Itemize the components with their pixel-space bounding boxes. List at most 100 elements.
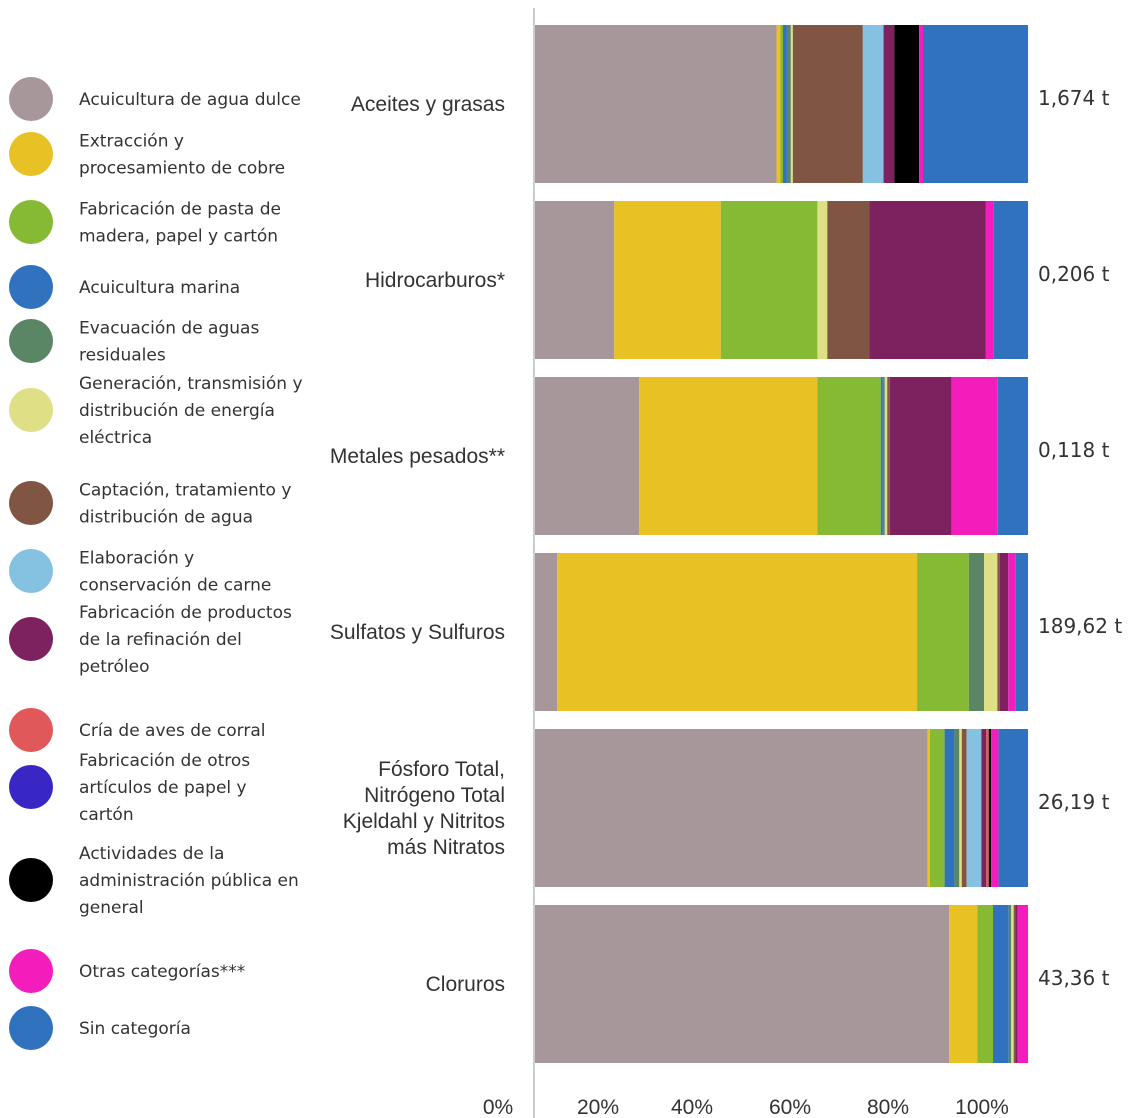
legend-item-acuicultura-marina: Acuicultura marina [9, 265, 240, 309]
x-tick-label: 40% [671, 1096, 713, 1118]
bar-segment-metales-pesados-acuicultura-de-agua-dulce [535, 377, 640, 535]
bar-segment-metales-pesados-captacion-tratamiento-y-distribucion-de-agua [887, 377, 890, 535]
bar-segment-sulfatos-y-sulfuros-sin-categoria [1015, 553, 1028, 711]
category-label: Cloruros [426, 973, 505, 996]
bar-segment-sulfatos-y-sulfuros-fabricacion-de-pasta-de-madera-papel-y-carton [917, 553, 969, 711]
legend-label: Generación, transmisión y distribución de… [79, 374, 303, 448]
bar-segment-hidrocarburos-fabricacion-de-productos-de-la-refinacion-del-petroleo [869, 201, 986, 359]
bar-segment-metales-pesados-acuicultura-marina [880, 377, 883, 535]
bar-segment-sulfatos-y-sulfuros-otras-categorias [1008, 553, 1016, 711]
bar-segment-sulfatos-y-sulfuros-evacuacion-de-aguas-residuales [968, 553, 985, 711]
bar-segment-sulfatos-y-sulfuros-captacion-tratamiento-y-distribucion-de-agua [997, 553, 1000, 711]
bar-segment-metales-pesados-fabricacion-de-productos-de-la-refinacion-del-petroleo [889, 377, 952, 535]
bar-segment-metales-pesados-fabricacion-de-pasta-de-madera-papel-y-carton [817, 377, 881, 535]
bar-segment-cloruros-captacion-tratamiento-y-distribucion-de-agua [1013, 905, 1016, 1063]
x-tick-label: 60% [769, 1096, 811, 1118]
legend-item-acuicultura-de-agua-dulce: Acuicultura de agua dulce [9, 77, 301, 121]
legend-item-extraccion-y-procesamiento-de-cobre: Extracción y procesamiento de cobre [9, 132, 285, 179]
legend-item-sin-categoria: Sin categoría [9, 1006, 191, 1050]
bar-segment-fosforo-total-nitrogeno-total-kjeldahl-y-nitritos-mas-nitratos-evacuacion-de-aguas-residuales [954, 729, 960, 887]
bar-segment-cloruros-fabricacion-de-pasta-de-madera-papel-y-carton [977, 905, 993, 1063]
legend-swatch [9, 481, 53, 525]
bar-segment-cloruros-fabricacion-de-productos-de-la-refinacion-del-petroleo [1015, 905, 1018, 1063]
legend-label: Sin categoría [79, 1019, 191, 1039]
bar-segment-sulfatos-y-sulfuros-generacion-transmision-y-distribucion-de-energia-electrica [984, 553, 998, 711]
legend-swatch [9, 858, 53, 902]
legend-label: Cría de aves de corral [79, 721, 265, 741]
category-label: Hidrocarburos* [365, 269, 505, 292]
legend-label: Fabricación de productos de la refinación… [79, 603, 292, 677]
bar-segment-fosforo-total-nitrogeno-total-kjeldahl-y-nitritos-mas-nitratos-acuicultura-marina [944, 729, 955, 887]
bar-segment-aceites-y-grasas-otras-categorias [919, 25, 923, 183]
bar-segment-fosforo-total-nitrogeno-total-kjeldahl-y-nitritos-mas-nitratos-extraccion-y-procesamiento-de-cobre [927, 729, 930, 887]
legend-swatch [9, 319, 53, 363]
legend-item-captacion-tratamiento-y-distribucion-de-agua: Captación, tratamiento y distribución de … [9, 481, 291, 528]
bar-segment-hidrocarburos-extraccion-y-procesamiento-de-cobre [614, 201, 721, 359]
total-label: 0,118 t [1038, 438, 1110, 462]
bars [535, 25, 1028, 1063]
bar-segment-fosforo-total-nitrogeno-total-kjeldahl-y-nitritos-mas-nitratos-cria-de-aves-de-corral [986, 729, 989, 887]
legend-item-cria-de-aves-de-corral: Cría de aves de corral [9, 708, 265, 752]
legend-item-actividades-de-la-administracion-publica-en-general: Actividades de la administración pública … [9, 844, 299, 918]
legend-swatch [9, 388, 53, 432]
bar-segment-fosforo-total-nitrogeno-total-kjeldahl-y-nitritos-mas-nitratos-captacion-tratamiento-y-distribucion-de-agua [961, 729, 967, 887]
bar-segment-hidrocarburos-otras-categorias [985, 201, 994, 359]
bar-segment-cloruros-otras-categorias [1017, 905, 1028, 1063]
bar-segment-sulfatos-y-sulfuros-fabricacion-de-productos-de-la-refinacion-del-petroleo [999, 553, 1009, 711]
legend-label: Evacuación de aguas residuales [79, 319, 259, 366]
category-label: Sulfatos y Sulfuros [330, 621, 505, 644]
bar-segment-aceites-y-grasas-fabricacion-de-pasta-de-madera-papel-y-carton [780, 25, 783, 183]
x-tick-label: 20% [577, 1096, 619, 1118]
bar-segment-aceites-y-grasas-acuicultura-de-agua-dulce [535, 25, 777, 183]
bar-segment-hidrocarburos-generacion-transmision-y-distribucion-de-energia-electrica [817, 201, 828, 359]
bar-segment-fosforo-total-nitrogeno-total-kjeldahl-y-nitritos-mas-nitratos-acuicultura-de-agua-dulce [535, 729, 928, 887]
bar-segment-hidrocarburos-acuicultura-de-agua-dulce [535, 201, 615, 359]
bar-segment-aceites-y-grasas-extraccion-y-procesamiento-de-cobre [776, 25, 781, 183]
x-axis-ticks: 0% 20% 40% 60% 80% 100% [483, 1096, 1009, 1118]
legend-swatch [9, 1006, 53, 1050]
legend-label: Elaboración y conservación de carne [79, 549, 271, 596]
bar-segment-metales-pesados-evacuacion-de-aguas-residuales [882, 377, 885, 535]
legend: Acuicultura de agua dulce Extracción y pro… [9, 77, 303, 1050]
bar-segment-sulfatos-y-sulfuros-extraccion-y-procesamiento-de-cobre [557, 553, 918, 711]
legend-swatch [9, 549, 53, 593]
bar-segment-fosforo-total-nitrogeno-total-kjeldahl-y-nitritos-mas-nitratos-sin-categoria [998, 729, 1028, 887]
legend-label: Actividades de la administración pública … [79, 844, 299, 918]
legend-item-generacion-transmision-y-distribucion-de-energia-electrica: Generación, transmisión y distribución de… [9, 374, 303, 448]
total-label: 43,36 t [1038, 966, 1110, 990]
bar-segment-fosforo-total-nitrogeno-total-kjeldahl-y-nitritos-mas-nitratos-actividades-de-la-administracion-publica-en-general [988, 729, 992, 887]
total-labels: 1,674 t 0,206 t 0,118 t 189,62 t 26,19 t 43,3… [1038, 86, 1122, 990]
legend-swatch [9, 949, 53, 993]
bar-segment-aceites-y-grasas-actividades-de-la-administracion-publica-en-general [894, 25, 920, 183]
x-tick-label: 80% [867, 1096, 909, 1118]
bar-segment-metales-pesados-generacion-transmision-y-distribucion-de-energia-electrica [884, 377, 888, 535]
legend-label: Fabricación de pasta de madera, papel y c… [79, 200, 281, 247]
bar-segment-hidrocarburos-fabricacion-de-pasta-de-madera-papel-y-carton [720, 201, 818, 359]
bar-segment-fosforo-total-nitrogeno-total-kjeldahl-y-nitritos-mas-nitratos-fabricacion-de-productos-de-la-refinacion-del-petroleo [981, 729, 987, 887]
legend-item-fabricacion-de-pasta-de-madera-papel-y-carton: Fabricación de pasta de madera, papel y c… [9, 200, 281, 247]
legend-swatch [9, 200, 53, 244]
x-tick-label: 0% [483, 1096, 513, 1118]
legend-item-elaboracion-y-conservacion-de-carne: Elaboración y conservación de carne [9, 549, 271, 596]
legend-swatch [9, 265, 53, 309]
total-label: 1,674 t [1038, 86, 1110, 110]
bar-segment-cloruros-acuicultura-de-agua-dulce [535, 905, 950, 1063]
category-label: Aceites y grasas [351, 93, 505, 116]
legend-item-fabricacion-de-otros-articulos-de-papel-y-carton: Fabricación de otros artículos de papel y… [9, 751, 250, 825]
bar-segment-metales-pesados-sin-categoria [997, 377, 1028, 535]
total-label: 26,19 t [1038, 790, 1110, 814]
bar-segment-fosforo-total-nitrogeno-total-kjeldahl-y-nitritos-mas-nitratos-elaboracion-y-conservacion-de-carne [966, 729, 982, 887]
bar-segment-fosforo-total-nitrogeno-total-kjeldahl-y-nitritos-mas-nitratos-fabricacion-de-pasta-de-madera-papel-y-carton [929, 729, 945, 887]
legend-swatch [9, 77, 53, 121]
bar-segment-metales-pesados-extraccion-y-procesamiento-de-cobre [639, 377, 818, 535]
legend-swatch [9, 132, 53, 176]
legend-swatch [9, 617, 53, 661]
legend-label: Extracción y procesamiento de cobre [79, 132, 285, 179]
total-label: 189,62 t [1038, 614, 1122, 638]
total-label: 0,206 t [1038, 262, 1110, 286]
legend-label: Acuicultura de agua dulce [79, 90, 301, 110]
bar-segment-hidrocarburos-sin-categoria [993, 201, 1028, 359]
bar-segment-aceites-y-grasas-elaboracion-y-conservacion-de-carne [862, 25, 884, 183]
category-labels: Aceites y grasas Hidrocarburos* Metales pe… [330, 93, 505, 996]
